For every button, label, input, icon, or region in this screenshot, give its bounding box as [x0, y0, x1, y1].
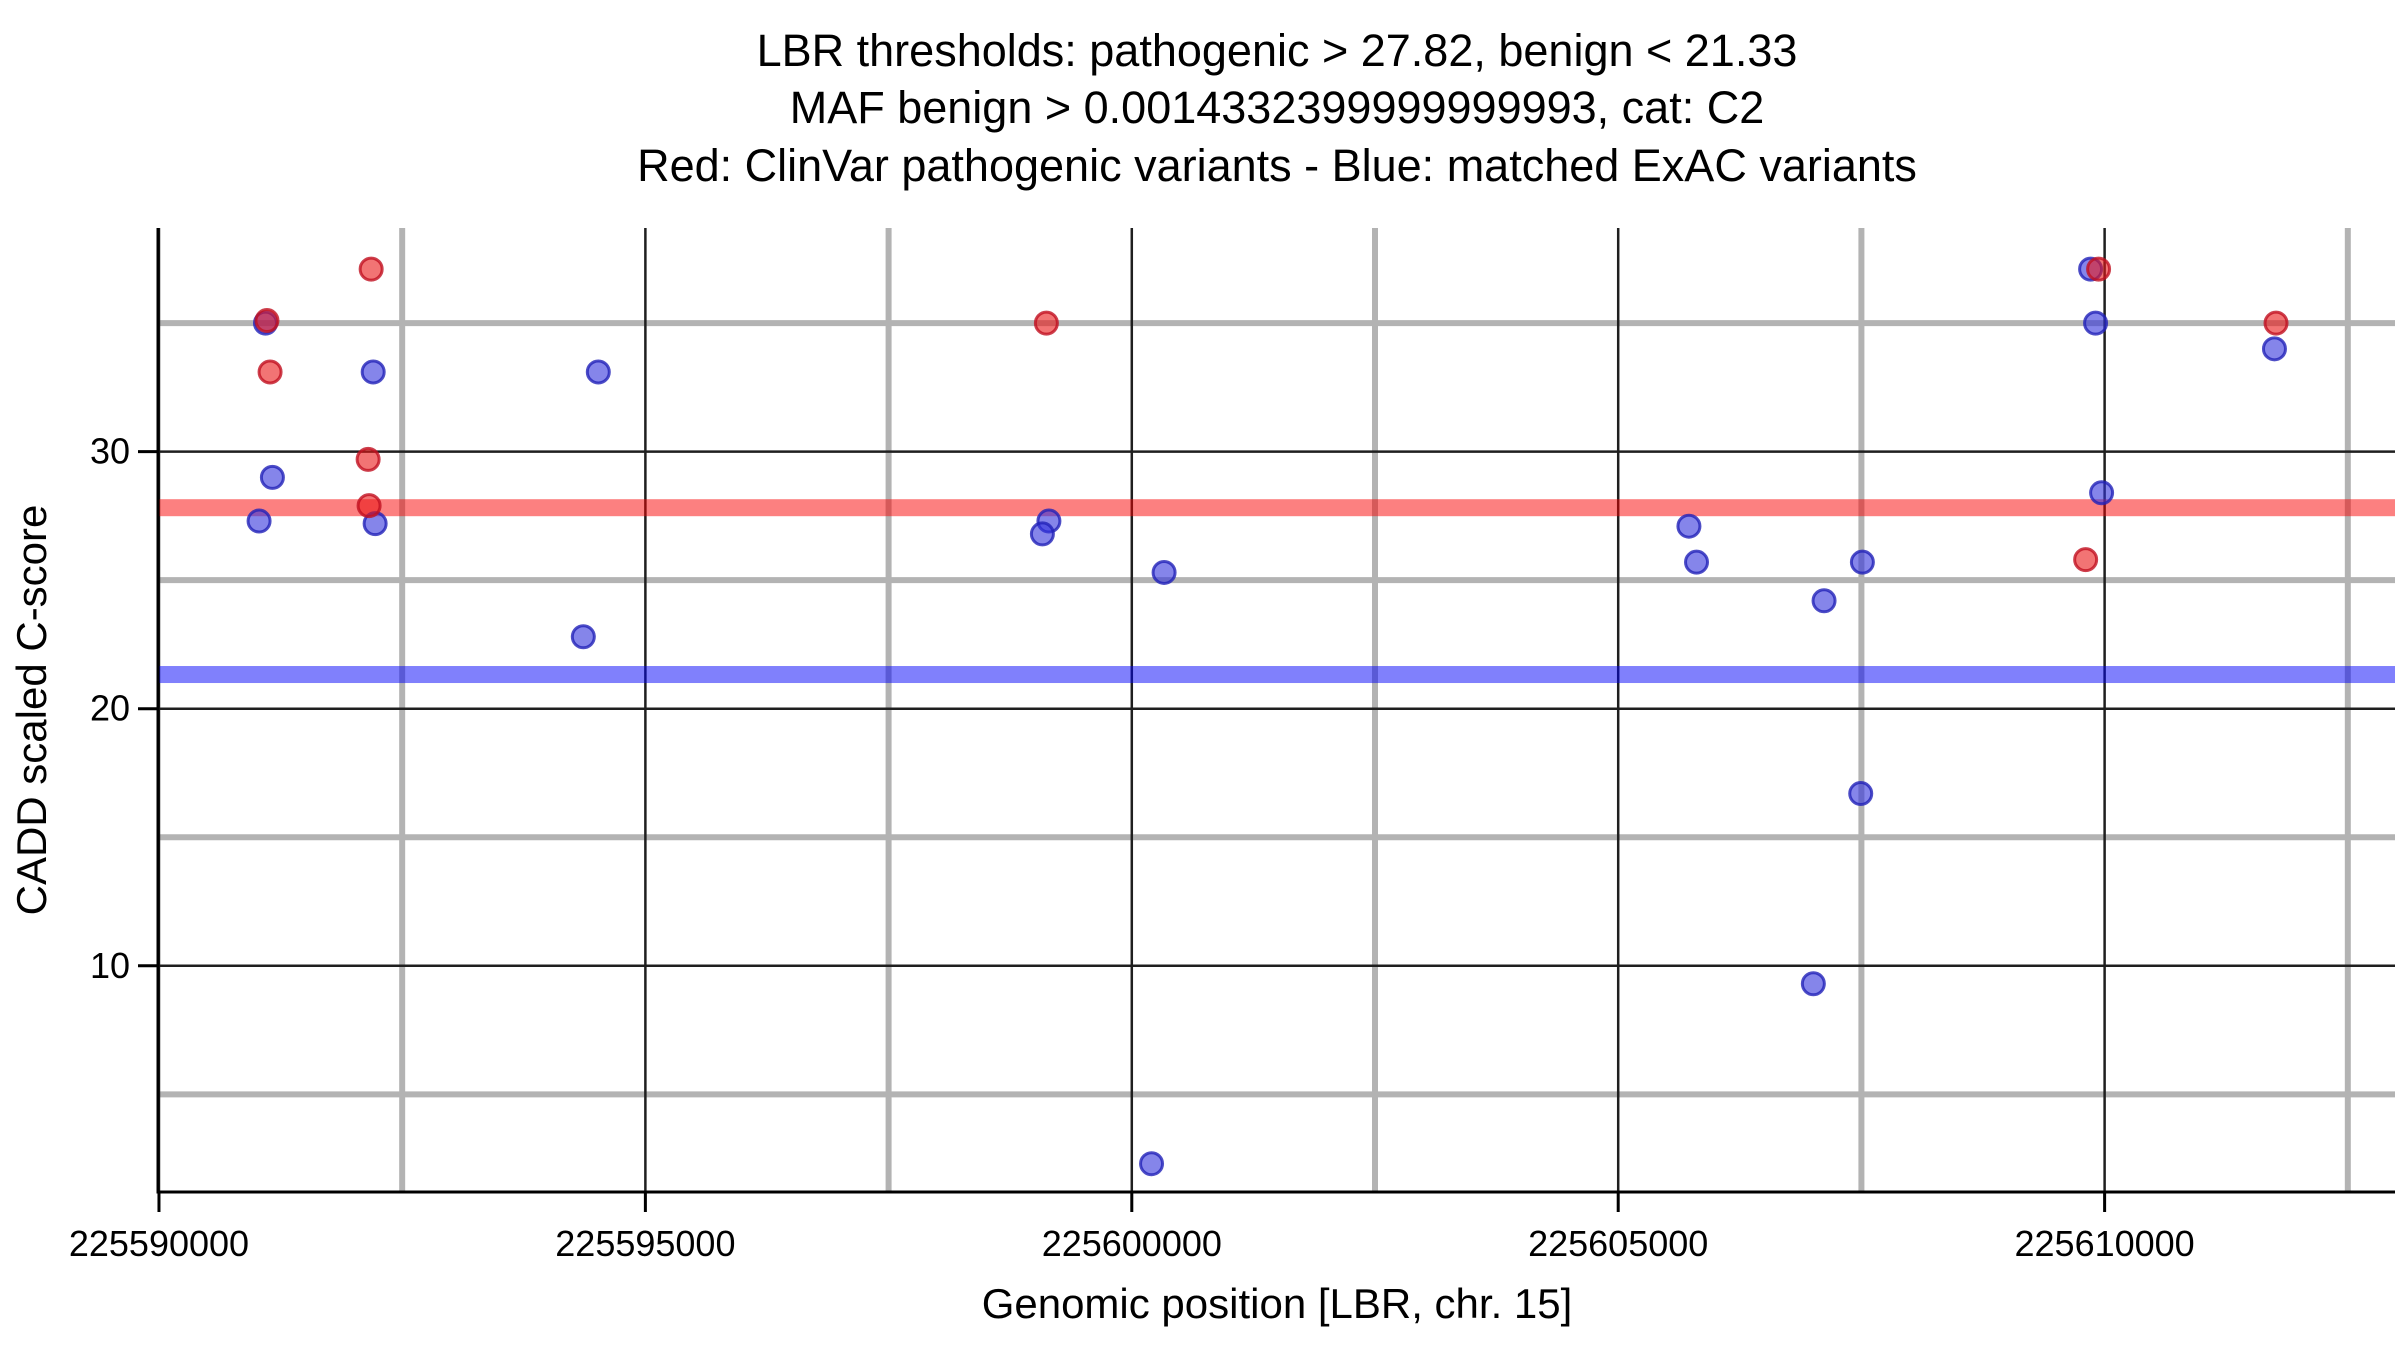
- y-tick-label: 10: [90, 945, 130, 986]
- clinvar-pathogenic-point: [355, 446, 381, 472]
- exac-matched-point: [1151, 559, 1177, 585]
- x-tick-label: 225605000: [1528, 1223, 1708, 1264]
- clinvar-pathogenic-point: [358, 256, 384, 282]
- clinvar-pathogenic-point: [254, 308, 280, 334]
- x-tick-label: 225610000: [2015, 1223, 2195, 1264]
- clinvar-pathogenic-point: [257, 359, 283, 385]
- exac-matched-point: [585, 359, 611, 385]
- clinvar-pathogenic-point: [2263, 310, 2289, 336]
- y-tick-label: 20: [90, 688, 130, 729]
- exac-matched-point: [2089, 480, 2115, 506]
- clinvar-pathogenic-point: [1033, 310, 1059, 336]
- exac-matched-point: [570, 624, 596, 650]
- exac-matched-point: [259, 464, 285, 490]
- exac-matched-point: [2083, 310, 2109, 336]
- exac-matched-point: [1676, 513, 1702, 539]
- exac-matched-point: [1139, 1151, 1165, 1177]
- clinvar-pathogenic-point: [356, 493, 382, 519]
- title-line-2: MAF benign > 0.0014332399999999993, cat:…: [790, 82, 1765, 133]
- exac-matched-point: [1811, 588, 1837, 614]
- x-tick-label: 225600000: [1042, 1223, 1222, 1264]
- title-line-1: LBR thresholds: pathogenic > 27.82, beni…: [757, 25, 1798, 76]
- title-line-3: Red: ClinVar pathogenic variants - Blue:…: [637, 140, 1917, 191]
- benign-threshold-line: [158, 666, 2395, 684]
- x-tick-label: 225590000: [69, 1223, 249, 1264]
- exac-matched-point: [1800, 971, 1826, 997]
- exac-matched-point: [360, 359, 386, 385]
- clinvar-pathogenic-point: [2073, 547, 2099, 573]
- exac-matched-point: [1029, 521, 1055, 547]
- plot-panel: 30 20 10 225590000 225595000 225600000 2256050…: [69, 228, 2395, 1264]
- exac-matched-point: [1848, 781, 1874, 807]
- y-tick-label: 30: [90, 431, 130, 472]
- exac-matched-point: [246, 508, 272, 534]
- exac-matched-point: [1684, 549, 1710, 575]
- exac-matched-point: [1849, 549, 1875, 575]
- clinvar-pathogenic-point: [2086, 256, 2112, 282]
- chart-title: LBR thresholds: pathogenic > 27.82, beni…: [637, 25, 1917, 191]
- y-axis-title: CADD scaled C-score: [8, 505, 55, 916]
- x-axis-title: Genomic position [LBR, chr. 15]: [982, 1280, 1573, 1327]
- exac-matched-point: [2261, 336, 2287, 362]
- x-tick-label: 225595000: [555, 1223, 735, 1264]
- pathogenic-threshold-line: [158, 499, 2395, 517]
